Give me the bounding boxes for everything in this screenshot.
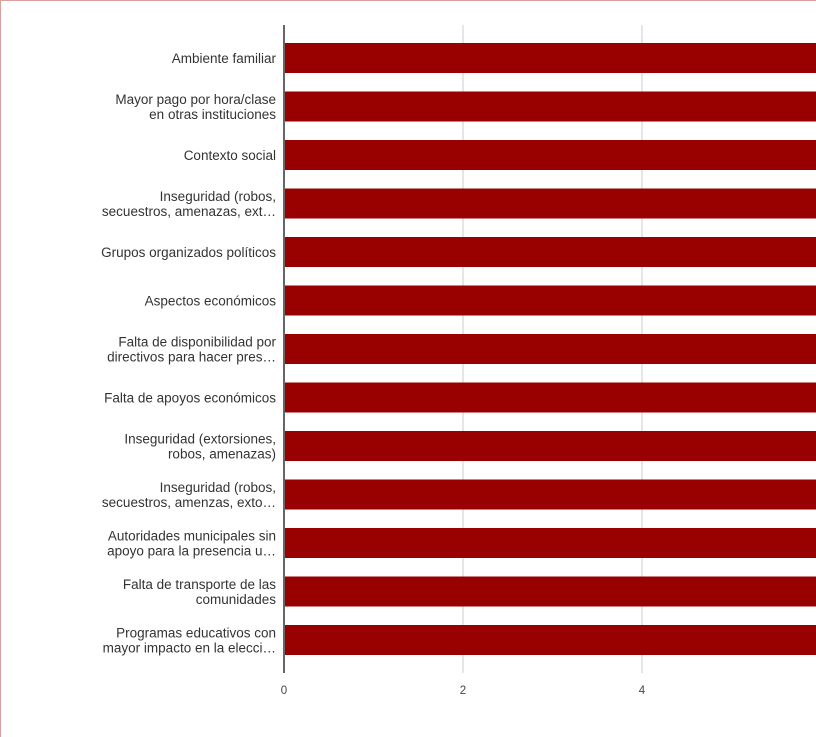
bar-13 — [285, 625, 816, 655]
category-label-8: Falta de apoyos económicos — [104, 391, 276, 406]
bar-9 — [285, 431, 816, 461]
category-label-line: Inseguridad (extorsiones, — [124, 432, 276, 447]
category-label-line: secuestros, amenzas, exto… — [102, 495, 276, 510]
bar-6 — [285, 285, 816, 316]
category-label-line: Mayor pago por hora/clase — [115, 92, 276, 107]
category-label-5: Grupos organizados políticos — [101, 245, 276, 260]
category-label-line: Contexto social — [184, 148, 276, 163]
category-label-line: Inseguridad (robos, — [160, 480, 276, 495]
category-label-13: Programas educativos con mayor impacto en… — [103, 626, 276, 656]
category-label-6: Aspectos económicos — [145, 294, 277, 309]
category-label-line: Falta de apoyos económicos — [104, 391, 276, 406]
category-label-line: Programas educativos con — [116, 626, 276, 641]
category-labels: Ambiente familiar Mayor pago por hora/cla… — [101, 51, 276, 656]
category-label-line: Falta de transporte de las — [123, 577, 276, 592]
category-label-3: Contexto social — [184, 148, 276, 163]
category-label-9: Inseguridad (extorsiones, robos, amenazas… — [124, 432, 276, 462]
x-tick-label-2: 2 — [460, 685, 466, 697]
category-label-12: Falta de transporte de las comunidades — [123, 577, 276, 607]
category-label-4: Inseguridad (robos, secuestros, amenazas,… — [102, 189, 276, 219]
category-label-line: Aspectos económicos — [145, 294, 277, 309]
category-label-line: mayor impacto en la elecci… — [103, 641, 276, 656]
category-label-1: Ambiente familiar — [172, 51, 277, 66]
category-label-10: Inseguridad (robos, secuestros, amenzas, … — [102, 480, 276, 510]
category-label-line: apoyo para la presencia u… — [107, 544, 276, 559]
bar-8 — [285, 382, 816, 413]
category-label-line: Autoridades municipales sin — [108, 529, 276, 544]
category-label-line: secuestros, amenazas, ext… — [102, 204, 276, 219]
bar-2 — [285, 91, 816, 122]
bar-12 — [285, 576, 816, 607]
category-label-2: Mayor pago por hora/clase en otras instit… — [115, 92, 276, 122]
category-label-line: comunidades — [196, 592, 277, 607]
bars — [285, 43, 816, 655]
category-label-line: Falta de disponibilidad por — [118, 335, 276, 350]
x-tick-label-4: 4 — [639, 685, 646, 697]
x-tick-label-0: 0 — [281, 685, 287, 697]
bar-5 — [285, 237, 816, 267]
bar-1 — [285, 43, 816, 73]
bar-3 — [285, 140, 816, 170]
category-label-line: directivos para hacer pres… — [107, 350, 276, 365]
category-label-line: Inseguridad (robos, — [160, 189, 276, 204]
bar-4 — [285, 188, 816, 219]
bar-10 — [285, 479, 816, 510]
category-label-11: Autoridades municipales sin apoyo para la… — [107, 529, 276, 559]
category-label-line: robos, amenazas) — [168, 447, 276, 462]
x-tick-labels: 0 2 4 — [281, 685, 646, 697]
category-label-7: Falta de disponibilidad por directivos pa… — [107, 335, 276, 365]
category-label-line: en otras instituciones — [149, 107, 276, 122]
category-label-line: Grupos organizados políticos — [101, 245, 276, 260]
category-label-line: Ambiente familiar — [172, 51, 277, 66]
bar-11 — [285, 528, 816, 558]
bar-7 — [285, 334, 816, 364]
